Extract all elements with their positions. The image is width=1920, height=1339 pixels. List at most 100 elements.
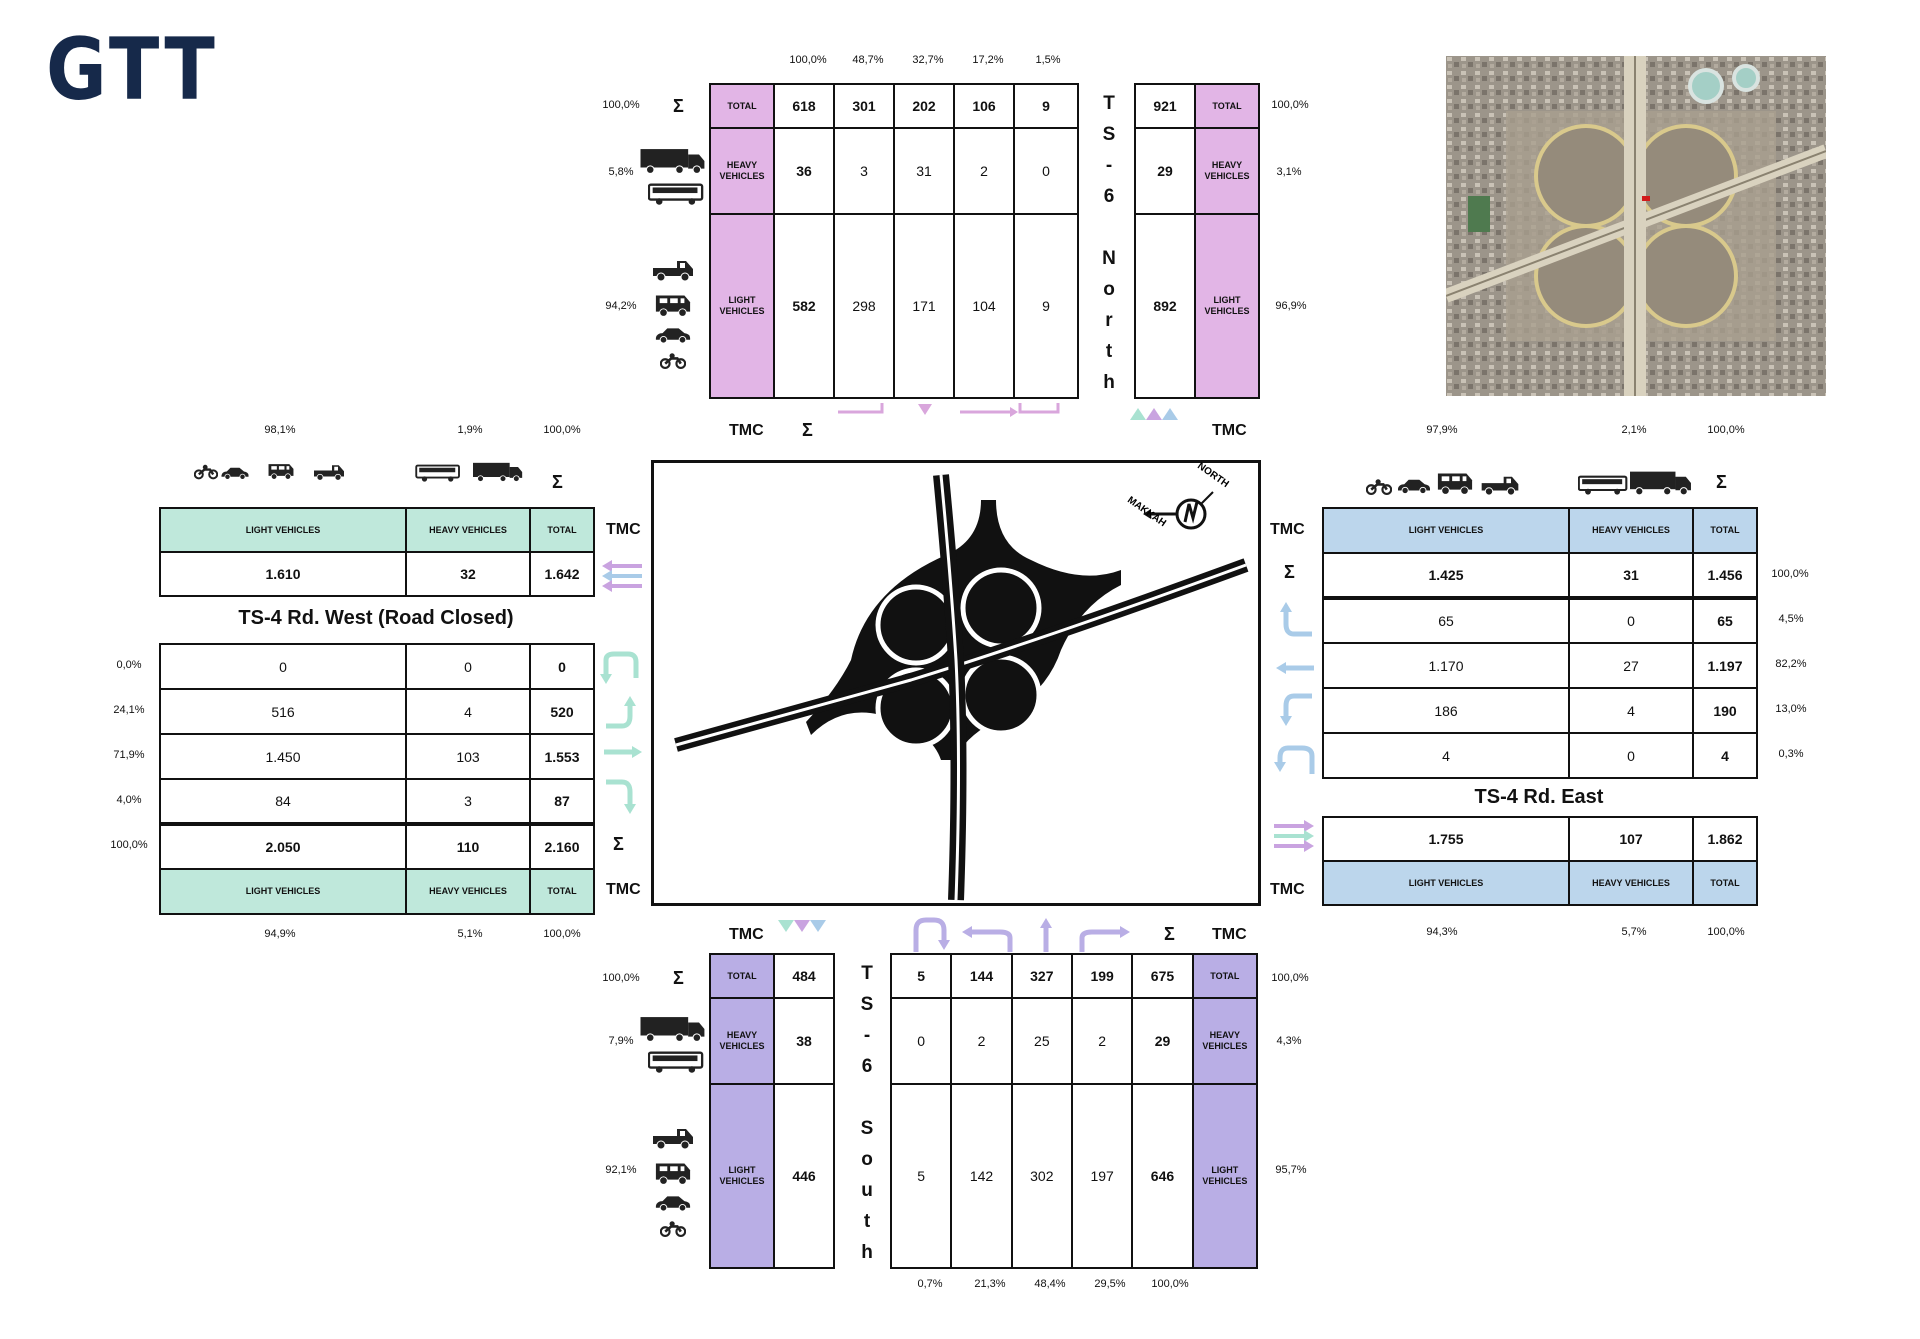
heavy-vehicles-header: HEAVY VEHICLES — [1194, 127, 1260, 215]
van-icon — [264, 462, 298, 480]
tmc-label: TMC — [606, 521, 641, 538]
table-cell: 1.862 — [1692, 816, 1758, 862]
motorcycle-icon — [1366, 478, 1392, 496]
south-row-pct: 92,1% — [605, 1164, 637, 1176]
heavy-vehicles-header: HEAVY VEHICLES — [709, 127, 775, 215]
south-col-pct: 100,0% — [1151, 1278, 1189, 1290]
tmc-label: TMC — [1270, 521, 1305, 538]
table-cell: 1.456 — [1692, 552, 1758, 599]
table-cell: 84 — [159, 778, 407, 825]
east-row-pct: 100,0% — [1771, 568, 1809, 580]
table-cell: 2.050 — [159, 823, 407, 870]
north-row-pct: 100,0% — [602, 99, 640, 111]
table-cell: 29 — [1131, 997, 1194, 1085]
south-row-pct: 7,9% — [608, 1035, 634, 1047]
east-exit-table: 1.755 107 1.862 LIGHT VEHICLES HEAVY VEH… — [1322, 816, 1758, 906]
table-cell: 5 — [889, 953, 953, 999]
table-cell: 301 — [833, 83, 895, 129]
table-cell: 1.755 — [1322, 816, 1570, 862]
heavy-vehicles-header: HEAVY VEHICLES — [709, 997, 775, 1085]
van-icon — [654, 1160, 692, 1186]
light-vehicles-header: LIGHT VEHICLES — [159, 868, 407, 915]
table-cell: 32 — [405, 551, 531, 597]
west-row-pct: 0,0% — [116, 659, 142, 671]
west-exit-table: LIGHT VEHICLES HEAVY VEHICLES TOTAL 1.61… — [159, 507, 595, 597]
bus-icon — [648, 1050, 704, 1074]
light-vehicles-header: LIGHT VEHICLES — [709, 213, 775, 399]
table-cell: 25 — [1010, 997, 1073, 1085]
total-header: TOTAL — [1194, 83, 1260, 129]
north-in-pct: 96,9% — [1275, 300, 1307, 312]
pickup-truck-icon — [650, 258, 696, 282]
table-cell: 0 — [405, 643, 531, 690]
table-cell: 1.170 — [1322, 642, 1570, 689]
west-top-pct: 1,9% — [457, 424, 483, 436]
north-col-pct: 17,2% — [972, 54, 1004, 66]
table-cell: 484 — [773, 953, 835, 999]
interchange-map: NORTH MAKKAH — [651, 460, 1261, 906]
north-col-pct: 48,7% — [852, 54, 884, 66]
east-bottom-pct: 94,3% — [1426, 926, 1458, 938]
table-cell: 1.553 — [529, 733, 595, 780]
table-cell: 202 — [893, 83, 955, 129]
table-cell: 199 — [1070, 953, 1134, 999]
heavy-vehicles-header: HEAVY VEHICLES — [1568, 507, 1694, 554]
table-cell: 65 — [1322, 597, 1570, 644]
table-cell: 4 — [405, 688, 531, 735]
south-col-pct: 0,7% — [917, 1278, 943, 1290]
heavy-vehicles-header: HEAVY VEHICLES — [1568, 860, 1694, 906]
table-cell: 186 — [1322, 687, 1570, 734]
table-cell: 0 — [159, 643, 407, 690]
car-icon — [1396, 478, 1432, 494]
tmc-label: TMC — [1270, 881, 1305, 898]
table-cell: 0 — [889, 997, 953, 1085]
table-cell: 646 — [1131, 1083, 1194, 1269]
sigma-label: Σ — [1284, 562, 1295, 582]
total-header: TOTAL — [1692, 507, 1758, 554]
light-vehicles-header: LIGHT VEHICLES — [709, 1083, 775, 1269]
tmc-label: TMC — [606, 881, 641, 898]
tmc-label: TMC — [1212, 926, 1247, 943]
table-cell: 2 — [950, 997, 1013, 1085]
west-row-pct: 4,0% — [116, 794, 142, 806]
gtt-logo: GTT — [46, 20, 219, 120]
table-cell: 9 — [1013, 83, 1079, 129]
sigma-label: Σ — [552, 472, 563, 492]
north-exit-table: TOTAL 618 301 202 106 9 HEAVY VEHICLES 3… — [709, 83, 1079, 399]
north-entry-arrows — [1130, 408, 1178, 420]
table-cell: 31 — [893, 127, 955, 215]
west-bottom-pct: 94,9% — [264, 928, 296, 940]
sigma-label: Σ — [1716, 472, 1727, 492]
total-header: TOTAL — [709, 83, 775, 129]
west-row-pct: 100,0% — [110, 839, 148, 851]
tmc-label: TMC — [729, 926, 764, 943]
table-cell: 1.642 — [529, 551, 595, 597]
sigma-label: Σ — [1164, 924, 1175, 944]
table-cell: 2 — [1070, 997, 1134, 1085]
table-cell: 1.197 — [1692, 642, 1758, 689]
motorcycle-icon — [660, 352, 686, 370]
west-bottom-pct: 5,1% — [457, 928, 483, 940]
east-top-pct: 97,9% — [1426, 424, 1458, 436]
south-col-pct: 48,4% — [1034, 1278, 1066, 1290]
table-cell: 0 — [1013, 127, 1079, 215]
north-col-pct: 100,0% — [789, 54, 827, 66]
east-row-pct: 82,2% — [1775, 658, 1807, 670]
north-entry-table: 921 TOTAL 29 HEAVY VEHICLES 892 LIGHT VE… — [1134, 83, 1260, 399]
table-cell: 38 — [773, 997, 835, 1085]
north-row-pct: 5,8% — [608, 166, 634, 178]
table-cell: 107 — [1568, 816, 1694, 862]
table-cell: 5 — [889, 1083, 953, 1269]
car-icon — [654, 326, 692, 344]
pickup-truck-icon — [310, 463, 348, 481]
table-cell: 3 — [405, 778, 531, 825]
bus-icon — [1578, 474, 1628, 496]
table-cell: 0 — [1568, 732, 1694, 779]
table-cell: 103 — [405, 733, 531, 780]
table-cell: 675 — [1131, 953, 1194, 999]
east-road-title: TS-4 Rd. East — [1474, 786, 1604, 808]
total-header: TOTAL — [1191, 953, 1259, 999]
east-entry-table: LIGHT VEHICLES HEAVY VEHICLES TOTAL 1.42… — [1322, 507, 1758, 779]
west-row-pct: 71,9% — [113, 749, 145, 761]
